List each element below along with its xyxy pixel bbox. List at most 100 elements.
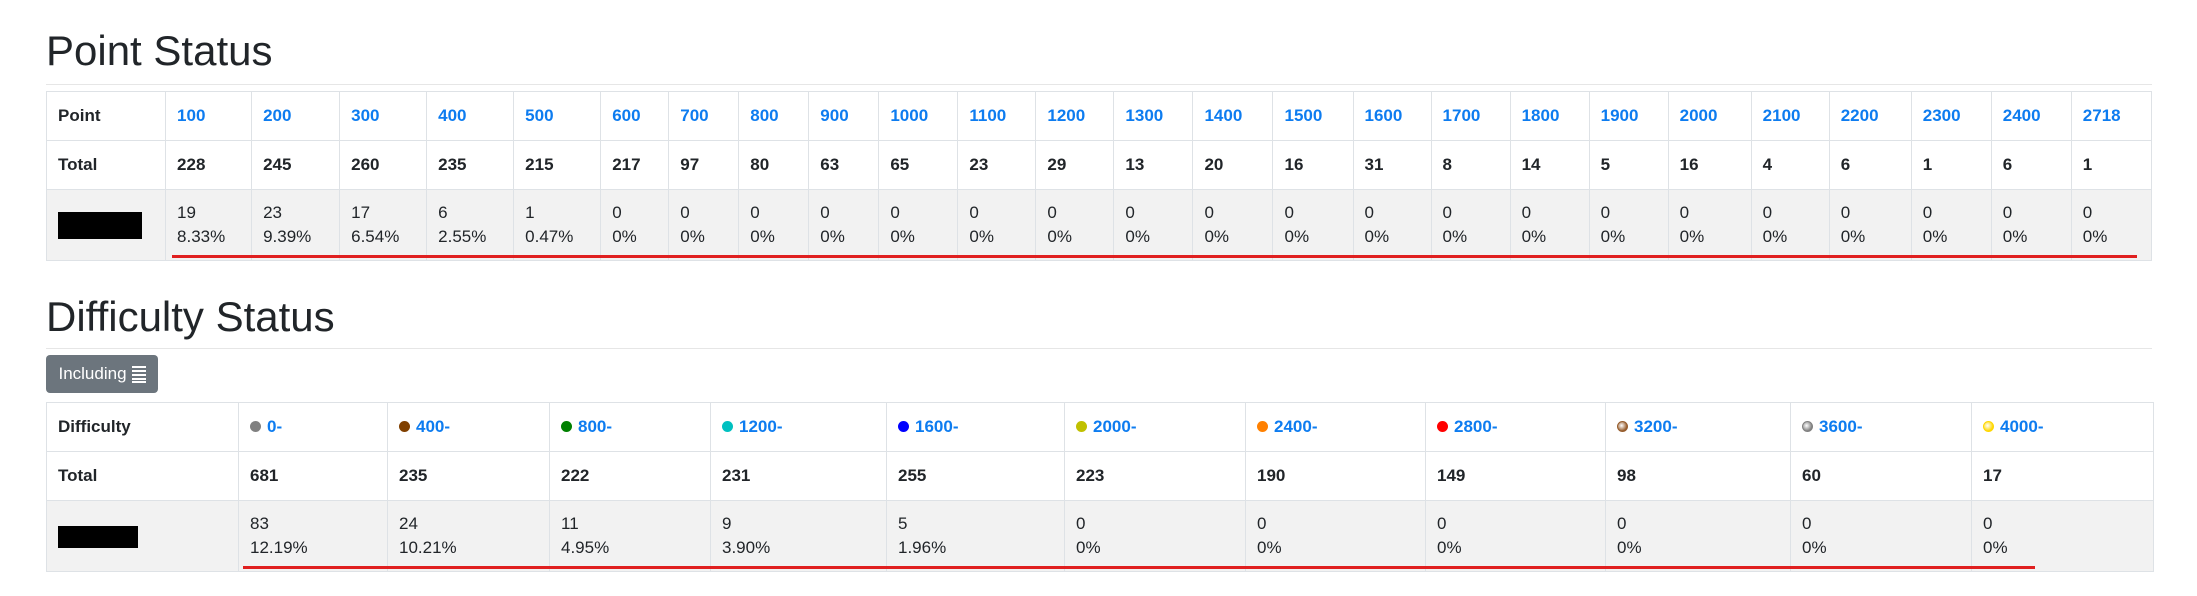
point-link[interactable]: 2718 [2082,106,2121,125]
difficulty-header-cell[interactable]: 2400- [1245,402,1426,452]
difficulty-link[interactable]: 3600- [1819,417,1863,436]
solved-count: 24 [399,514,418,533]
bronze-circle-icon [1617,421,1628,433]
solved-percent: 0% [1840,227,1866,246]
brown-circle-icon [399,421,410,433]
point-link[interactable]: 100 [177,106,206,125]
point-link[interactable]: 400 [438,106,467,125]
point-link[interactable]: 2100 [1762,106,1801,125]
point-link[interactable]: 200 [263,106,292,125]
including-button[interactable]: Including [46,355,158,393]
point-total-cell: 14 [1509,140,1590,190]
point-header-cell[interactable]: 2718 [2070,91,2153,141]
difficulty-link[interactable]: 2000- [1093,417,1137,436]
difficulty-link[interactable]: 3200- [1634,417,1678,436]
point-link[interactable]: 1400 [1204,106,1243,125]
point-link[interactable]: 1000 [890,106,929,125]
solved-count: 0 [680,203,690,222]
difficulty-link[interactable]: 0- [267,417,283,436]
point-link[interactable]: 2300 [1922,106,1961,125]
difficulty-link[interactable]: 400- [416,417,451,436]
point-link[interactable]: 2200 [1840,106,1879,125]
point-link[interactable]: 1600 [1364,106,1403,125]
point-header-cell[interactable]: 2100 [1750,91,1830,141]
redacted-username-cell [45,189,167,261]
point-link[interactable]: 800 [750,106,779,125]
point-link[interactable]: 1500 [1284,106,1323,125]
difficulty-link[interactable]: 1600- [915,417,959,436]
point-link[interactable]: 700 [680,106,709,125]
difficulty-link[interactable]: 2800- [1454,417,1498,436]
difficulty-total-cell: 149 [1425,451,1606,501]
orange-circle-icon [1257,421,1268,433]
difficulty-header-cell[interactable]: 2800- [1425,402,1606,452]
point-total-cell: 8 [1430,140,1511,190]
point-link[interactable]: 1800 [1521,106,1560,125]
difficulty-link[interactable]: 800- [578,417,613,436]
point-link[interactable]: 1900 [1600,106,1639,125]
difficulty-header-cell[interactable]: 4000- [1971,402,2154,452]
point-user-cell: 1 0.47% [513,189,602,261]
point-link[interactable]: 2000 [1679,106,1718,125]
point-header-cell[interactable]: 1200 [1035,91,1115,141]
solved-count: 0 [2002,203,2013,222]
solved-percent: 0% [612,227,637,246]
point-header-cell[interactable]: 600 [600,91,670,141]
point-header-cell[interactable]: 1900 [1588,91,1669,141]
point-header-cell[interactable]: 500 [513,91,602,141]
point-header-cell[interactable]: 2000 [1667,91,1752,141]
point-header-cell[interactable]: 300 [339,91,428,141]
point-total-cell: 228 [165,140,253,190]
point-header-cell[interactable]: 1000 [878,91,959,141]
point-total-cell: 80 [738,140,810,190]
difficulty-user-cell: 24 10.21% [387,500,550,572]
difficulty-header-cell[interactable]: 0- [238,402,388,452]
difficulty-header-cell[interactable]: 1600- [886,402,1065,452]
point-total-cell: 63 [808,140,880,190]
point-header-cell[interactable]: 800 [738,91,810,141]
point-header-cell[interactable]: 1300 [1113,91,1194,141]
point-link[interactable]: 600 [612,106,641,125]
difficulty-header-cell[interactable]: 1200- [710,402,887,452]
difficulty-header-cell[interactable]: 800- [549,402,711,452]
difficulty-link[interactable]: 1200- [739,417,783,436]
difficulty-header-cell[interactable]: 400- [387,402,550,452]
point-link[interactable]: 500 [525,106,554,125]
difficulty-header-cell[interactable]: 3200- [1605,402,1791,452]
difficulty-link[interactable]: 2400- [1274,417,1318,436]
point-header-cell[interactable]: 900 [808,91,880,141]
point-link[interactable]: 1700 [1442,106,1481,125]
point-total-cell: 235 [426,140,515,190]
difficulty-header-cell[interactable]: 3600- [1790,402,1972,452]
including-button-label: Including [58,364,127,383]
point-header-cell[interactable]: 1600 [1352,91,1432,141]
point-header-cell[interactable]: 100 [165,91,253,141]
point-link[interactable]: 300 [351,106,380,125]
point-user-cell: 0 0% [738,189,810,261]
point-link[interactable]: 1200 [1047,106,1086,125]
difficulty-header-cell[interactable]: 2000- [1064,402,1246,452]
difficulty-user-cell: 0 0% [1064,500,1246,572]
point-header-cell[interactable]: 1800 [1509,91,1590,141]
point-header-cell[interactable]: 2300 [1910,91,1992,141]
solved-count: 0 [969,203,979,222]
point-link[interactable]: 1100 [969,106,1007,125]
point-link[interactable]: 900 [820,106,849,125]
point-header-cell[interactable]: 2400 [1990,91,2072,141]
point-header-cell[interactable]: 400 [426,91,515,141]
point-header-cell[interactable]: 1100 [957,91,1037,141]
solved-count: 0 [1983,514,1993,533]
point-link[interactable]: 1300 [1125,106,1164,125]
point-header-cell[interactable]: 700 [668,91,740,141]
point-header-cell[interactable]: 2200 [1828,91,1912,141]
solved-count: 0 [1600,203,1611,222]
point-header-cell[interactable]: 200 [251,91,341,141]
solved-percent: 0% [1125,227,1150,246]
point-status-table: Point 100 200 300 400 500 600 700 800 900 1000 110… [45,91,2153,261]
difficulty-link[interactable]: 4000- [2000,417,2044,436]
point-header-cell[interactable]: 1500 [1272,91,1354,141]
solved-percent: 0% [1204,227,1230,246]
point-header-cell[interactable]: 1700 [1430,91,1511,141]
point-header-cell[interactable]: 1400 [1192,91,1274,141]
point-link[interactable]: 2400 [2002,106,2041,125]
